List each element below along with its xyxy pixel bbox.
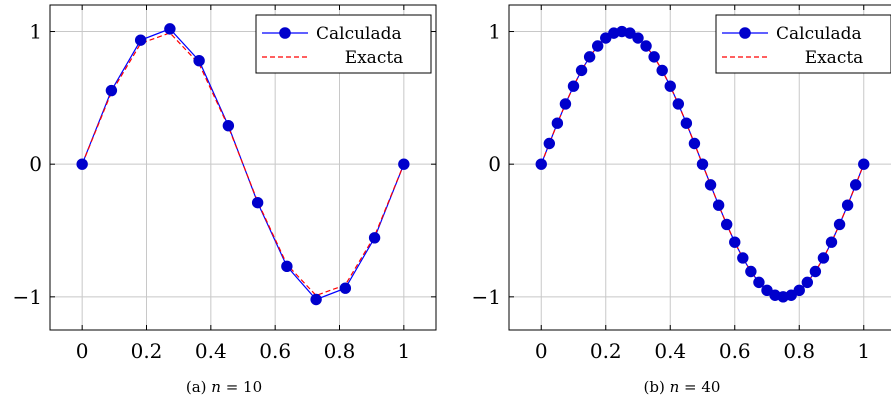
data-point — [310, 293, 322, 306]
data-point — [559, 98, 572, 110]
x-tick-label: 0.4 — [195, 339, 227, 363]
x-tick-label: 0.6 — [719, 339, 751, 363]
data-point — [753, 276, 765, 289]
legend-box — [255, 14, 432, 74]
caption-variable: n — [211, 378, 221, 396]
legend-calculada-marker — [739, 27, 751, 39]
y-tick-label: 1 — [488, 20, 501, 44]
axes-frame — [49, 4, 437, 331]
caption-prefix: (a) — [186, 378, 207, 396]
x-tick-label: 0.8 — [783, 339, 815, 363]
y-tick-label: 1 — [29, 20, 42, 44]
x-tick-label: 0.2 — [590, 339, 622, 363]
data-point — [575, 64, 588, 77]
legend-exacta-label: Exacta — [345, 48, 404, 68]
y-tick-label: 0 — [29, 152, 42, 176]
legend-calculada-marker — [279, 27, 291, 39]
data-point — [712, 199, 725, 211]
data-point — [680, 117, 693, 129]
x-tick-label: 0 — [76, 339, 89, 363]
legend-calculada-label: Calculada — [316, 24, 402, 44]
x-tick-label: 0 — [535, 339, 548, 363]
data-point — [849, 179, 862, 191]
x-tick-label: 0.6 — [259, 339, 291, 363]
y-tick-label: −1 — [13, 285, 42, 309]
x-tick-label: 0.2 — [131, 339, 163, 363]
data-point — [76, 158, 88, 170]
data-point — [745, 265, 757, 278]
legend-box — [715, 14, 891, 74]
data-point — [809, 265, 822, 278]
data-point — [841, 199, 854, 211]
legend: Calculada Exacta — [715, 14, 891, 74]
chart-panel-b: 0 0.2 0.4 0.6 0.8 1 −1 0 1 Calculada Exacta (b) n =… — [472, 4, 891, 396]
chart-panel-a: 0 0.2 0.4 0.6 0.8 1 −1 0 1 Calculada Exacta (a) n =… — [13, 4, 437, 396]
data-point — [729, 236, 741, 248]
data-point — [696, 158, 709, 170]
x-tick-label: 1 — [397, 339, 410, 363]
legend-exacta-label: Exacta — [805, 48, 864, 68]
data-point — [704, 179, 717, 191]
data-point — [193, 55, 205, 67]
data-point — [833, 218, 846, 231]
data-point — [825, 236, 838, 248]
caption-variable: n — [670, 378, 680, 396]
data-point — [551, 117, 564, 129]
data-point — [339, 282, 352, 294]
x-tick-label: 0.8 — [324, 339, 356, 363]
legend: Calculada Exacta — [255, 14, 432, 74]
data-point — [134, 34, 147, 46]
caption-prefix: (b) — [644, 378, 665, 396]
data-point — [105, 84, 118, 97]
data-point — [591, 40, 604, 52]
data-point — [583, 51, 596, 63]
data-point — [720, 218, 733, 231]
data-point — [656, 64, 668, 77]
data-point — [801, 276, 814, 289]
series-calculada-line — [81, 28, 405, 301]
data-point — [543, 137, 556, 150]
data-point — [164, 23, 176, 35]
data-point — [648, 51, 660, 63]
panel-caption: (b) n = 40 — [644, 378, 721, 396]
data-point — [535, 158, 547, 170]
x-tick-label: 0.4 — [654, 339, 686, 363]
data-point — [817, 252, 830, 264]
legend-calculada-label: Calculada — [776, 24, 862, 44]
x-tick-label: 1 — [857, 339, 870, 363]
data-point — [251, 196, 264, 209]
y-tick-label: 0 — [488, 152, 501, 176]
data-point — [222, 120, 235, 132]
data-point — [368, 232, 381, 244]
panel-caption: (a) n = 10 — [186, 378, 262, 396]
data-point — [737, 252, 749, 264]
data-point — [398, 158, 410, 170]
data-point — [688, 137, 701, 150]
data-point — [858, 158, 870, 170]
data-point — [632, 32, 644, 44]
y-tick-label: −1 — [472, 285, 501, 309]
data-point — [567, 80, 580, 92]
data-point — [664, 80, 676, 92]
data-point — [281, 260, 293, 273]
axes-frame — [508, 4, 891, 331]
data-point — [672, 98, 685, 110]
data-point — [640, 40, 652, 52]
data-point — [793, 284, 805, 297]
caption-equation: = 40 — [679, 378, 720, 396]
caption-equation: = 10 — [221, 378, 262, 396]
